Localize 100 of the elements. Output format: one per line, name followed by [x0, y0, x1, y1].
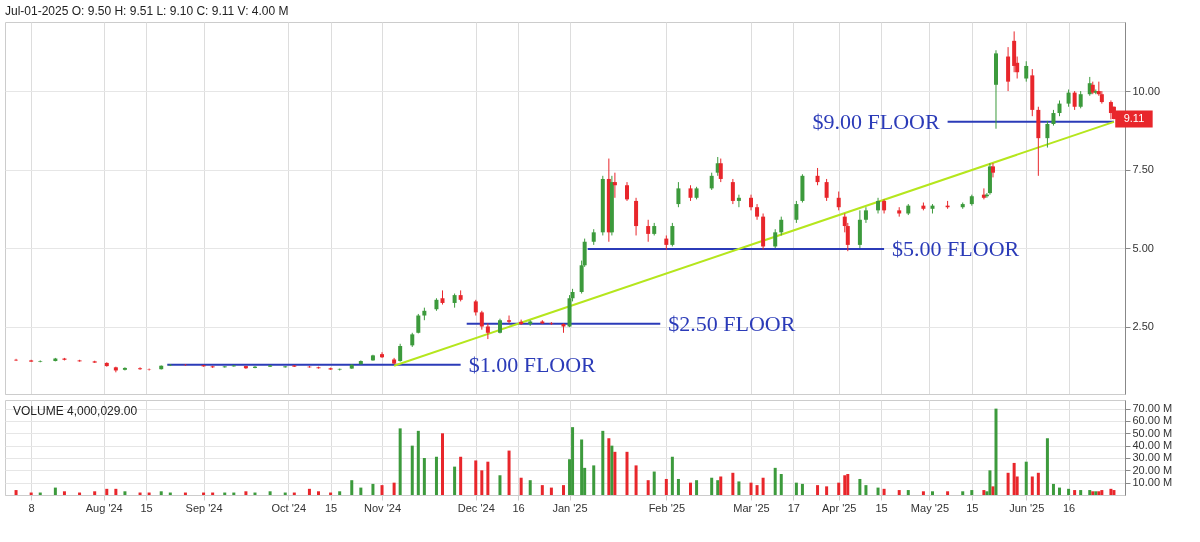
bar	[350, 480, 354, 495]
bar	[398, 428, 402, 495]
bar	[779, 474, 783, 495]
bar	[441, 433, 445, 495]
candlestick	[836, 191, 841, 211]
y-tick-label: 40.00 M	[1132, 439, 1173, 452]
bar	[416, 430, 420, 495]
candlestick	[676, 181, 681, 208]
bar	[755, 485, 759, 495]
bar	[749, 482, 753, 495]
y-tick-label: 60.00 M	[1132, 414, 1173, 427]
bar	[970, 490, 974, 495]
bar	[474, 460, 478, 495]
bar	[507, 450, 511, 495]
bar	[592, 465, 596, 495]
bar	[794, 482, 798, 495]
bar	[123, 491, 127, 495]
bar	[1058, 487, 1062, 495]
bar	[1079, 490, 1083, 495]
x-tick-label: May '25	[910, 501, 950, 514]
bar	[800, 483, 804, 495]
x-tick-label: 15	[875, 501, 888, 514]
bar	[921, 491, 925, 495]
annotation: $2.50 FLOOR	[668, 310, 796, 336]
candlestick	[1024, 60, 1029, 83]
x-tick-label: Sep '24	[185, 501, 223, 514]
bar	[988, 470, 992, 495]
x-tick-label: Oct '24	[271, 501, 307, 514]
bar	[930, 491, 934, 495]
candlestick	[736, 194, 741, 208]
x-tick-label: 17	[787, 501, 800, 514]
bar	[719, 476, 723, 495]
bar	[737, 481, 741, 495]
x-tick-label: 15	[140, 501, 153, 514]
y-tick-label: 10.00	[1132, 84, 1161, 97]
bar	[625, 451, 629, 495]
bar	[1109, 488, 1113, 495]
bar	[991, 486, 995, 495]
y-tick-label: 20.00 M	[1132, 463, 1173, 476]
bar	[93, 491, 97, 495]
bar	[392, 482, 396, 495]
candlestick	[730, 178, 735, 205]
bar	[816, 485, 820, 495]
bar	[1067, 488, 1071, 495]
x-tick-label: Mar '25	[733, 501, 770, 514]
bar	[580, 439, 584, 495]
bar	[1024, 461, 1028, 495]
bar	[371, 483, 375, 495]
candlestick	[773, 228, 778, 249]
candlestick	[794, 200, 799, 224]
bar	[601, 430, 605, 495]
x-tick-label: 8	[28, 501, 35, 514]
x-tick-label: Nov '24	[364, 501, 401, 514]
candlestick	[485, 322, 490, 340]
bar	[676, 478, 680, 495]
y-tick-label: 10.00 M	[1132, 476, 1173, 489]
bar	[864, 485, 868, 495]
bar	[1112, 490, 1116, 495]
bar	[1073, 490, 1077, 495]
candlestick	[824, 178, 829, 202]
bar	[1030, 476, 1034, 495]
x-tick-label: Jun '25	[1009, 501, 1045, 514]
bar	[670, 456, 674, 495]
bar	[317, 491, 320, 495]
bar	[843, 475, 847, 495]
bar	[664, 478, 668, 495]
annotation: 9.11	[1123, 112, 1145, 124]
x-tick-label: Feb '25	[648, 501, 685, 514]
bar	[486, 461, 490, 495]
candlestick	[646, 219, 651, 243]
chart-title: Jul-01-2025 O: 9.50 H: 9.51 L: 9.10 C: 9.11 V: 4.00 M	[5, 4, 289, 18]
bar	[846, 474, 850, 495]
bar	[422, 457, 426, 495]
bar	[549, 487, 553, 495]
bar	[540, 485, 544, 495]
bar	[268, 491, 272, 495]
candlestick	[612, 172, 617, 199]
bar	[761, 477, 765, 495]
bar	[897, 490, 901, 495]
annotation: $9.00 FLOOR	[812, 108, 940, 134]
bar	[1006, 472, 1010, 495]
y-tick-label: 5.00	[1132, 241, 1154, 254]
x-tick-label: 16	[1062, 501, 1076, 514]
bar	[459, 456, 463, 495]
candlestick	[479, 310, 484, 331]
bar	[607, 438, 611, 495]
x-tick-label: Jan '25	[552, 501, 588, 514]
bar	[876, 487, 880, 495]
candlestick	[380, 351, 385, 359]
annotation: $1.00 FLOOR	[468, 351, 597, 377]
candlestick	[670, 222, 675, 247]
x-tick-label: Apr '25	[821, 501, 857, 514]
bar	[480, 470, 484, 495]
candlestick	[990, 162, 995, 178]
bar	[613, 451, 617, 495]
y-tick-label: 30.00 M	[1132, 451, 1173, 464]
bar	[882, 488, 886, 495]
bar	[307, 488, 311, 495]
bar	[498, 475, 502, 495]
bar	[244, 491, 248, 495]
